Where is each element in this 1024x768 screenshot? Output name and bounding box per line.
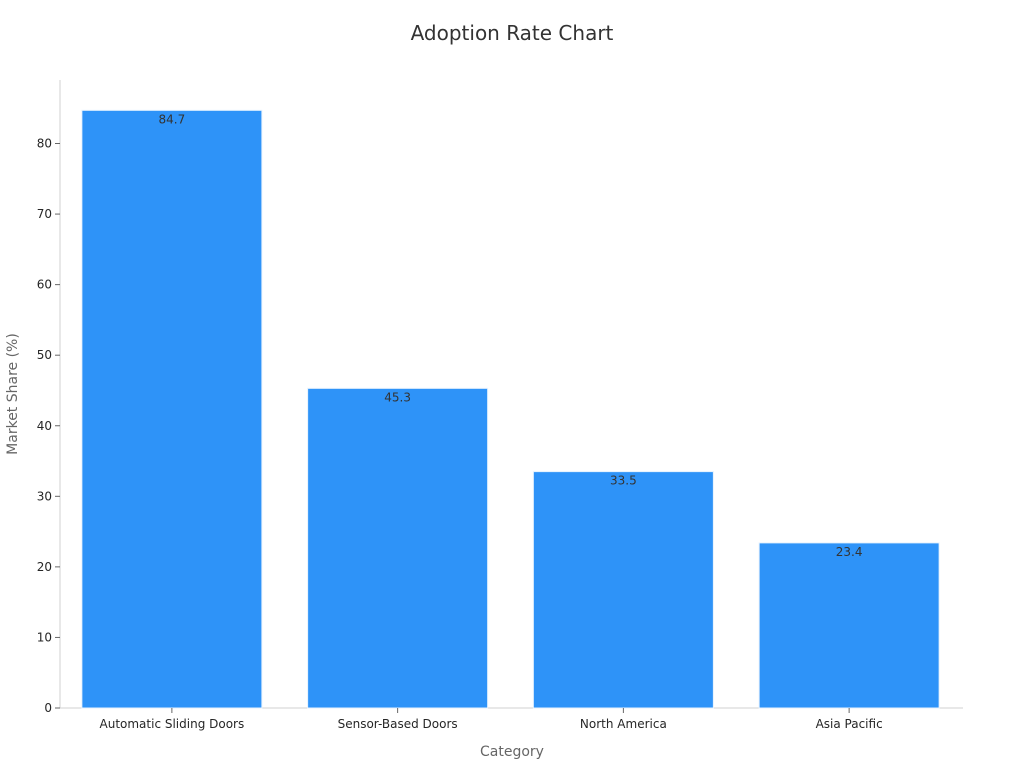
x-tick-label: Automatic Sliding Doors (100, 717, 245, 731)
y-tick-label: 50 (37, 348, 52, 362)
y-tick-label: 0 (44, 701, 52, 715)
y-tick-label: 70 (37, 207, 52, 221)
bar (758, 542, 940, 709)
y-tick-label: 80 (37, 137, 52, 151)
x-tick-label: North America (580, 717, 667, 731)
bar-value-label: 33.5 (610, 474, 637, 488)
bar (532, 471, 714, 709)
chart-title: Adoption Rate Chart (411, 21, 614, 45)
y-axis-title: Market Share (%) (5, 333, 21, 455)
x-axis-title: Category (480, 744, 544, 760)
y-axis-ticks: 0 10 20 30 40 50 60 70 80 (37, 137, 60, 715)
x-tick-label: Sensor-Based Doors (338, 717, 458, 731)
y-tick-label: 10 (37, 630, 52, 644)
x-axis-ticks: Automatic Sliding Doors Sensor-Based Door… (100, 708, 883, 731)
bar (307, 387, 489, 709)
y-tick-label: 20 (37, 560, 52, 574)
y-tick-label: 60 (37, 278, 52, 292)
bar-value-label: 23.4 (836, 545, 863, 559)
x-tick-label: Asia Pacific (816, 717, 883, 731)
bar-value-label: 45.3 (384, 390, 411, 404)
bar (81, 109, 263, 709)
y-tick-label: 40 (37, 419, 52, 433)
bar-value-label: 84.7 (159, 112, 186, 126)
y-tick-label: 30 (37, 489, 52, 503)
bar-series: 84.7 45.3 33.5 23.4 (81, 109, 940, 709)
